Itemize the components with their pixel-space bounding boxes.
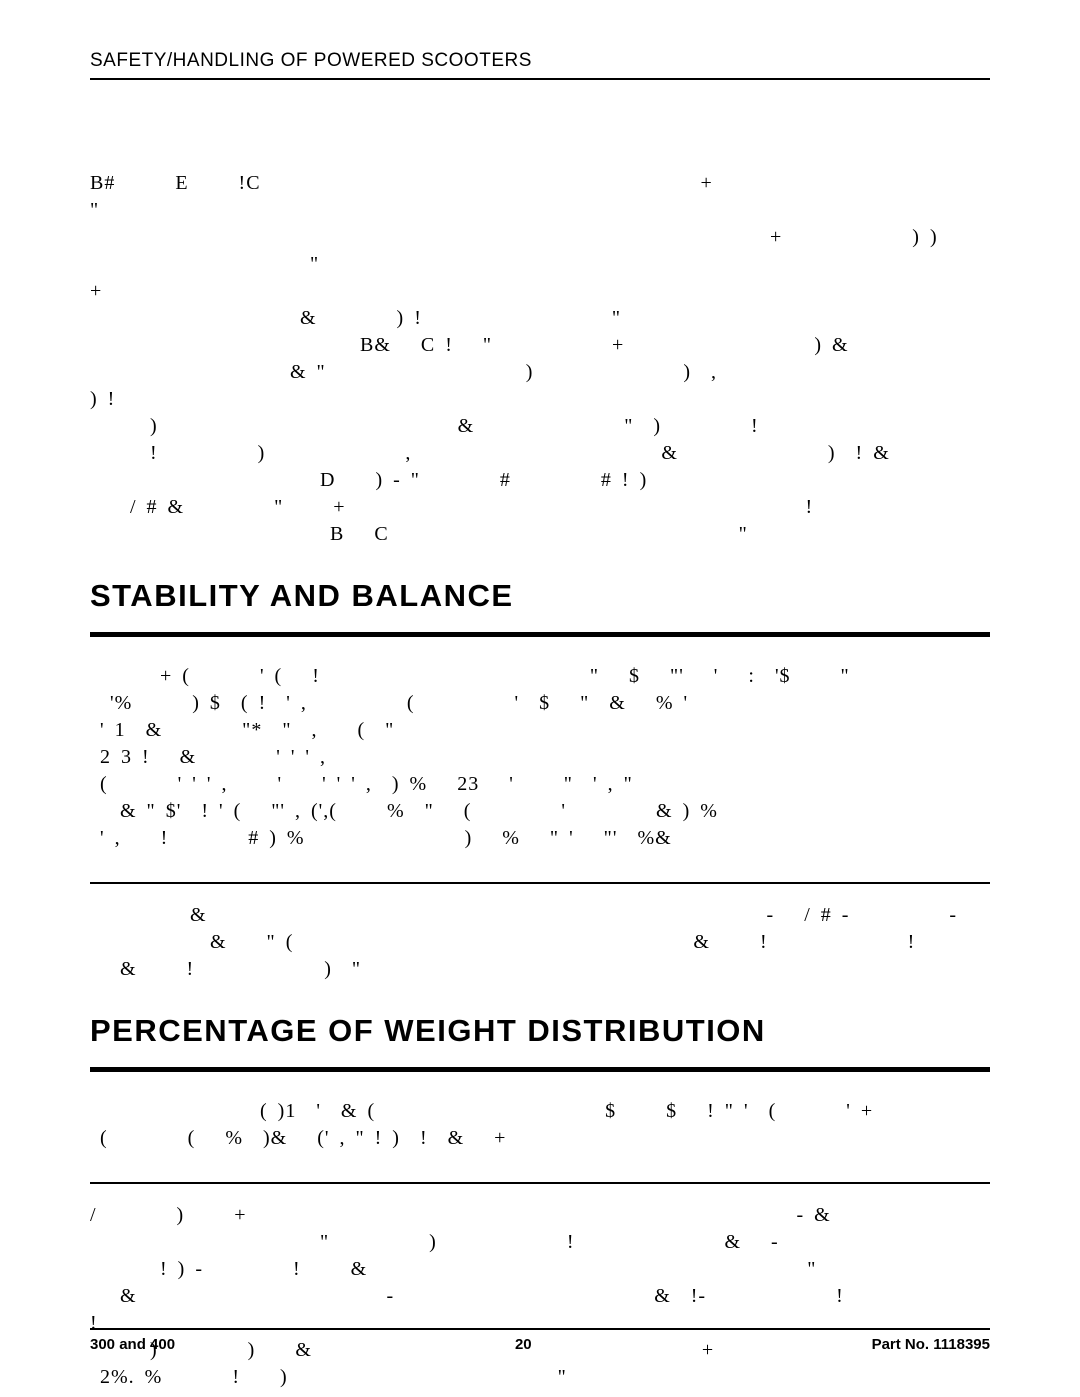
weight-block-b: / ) + - & " ) ! & - ! ) - ! & [90,1202,990,1391]
divider-1 [90,882,990,884]
stability-block-b: & - / # - - & " ( & ! ! & ! ) " [90,902,990,983]
footer-page-number: 20 [515,1336,532,1353]
footer-right: Part No. 1118395 [872,1336,990,1353]
stability-block-a: + ( ' ( ! " $ "' ' : '$ " '% ) $ ( ! ' ,… [90,663,990,852]
intro-text-block: B# E !C + " + ) ) [90,170,990,548]
heading-rule-2 [90,1067,990,1072]
heading-weight: PERCENTAGE OF WEIGHT DISTRIBUTION [90,1013,990,1049]
page-footer: 300 and 400 20 Part No. 1118395 [90,1328,990,1353]
weight-block-a: ( )1 ' & ( $ $ ! " ' ( ' + ( ( % )& (' ,… [90,1098,990,1152]
heading-stability: STABILITY AND BALANCE [90,578,990,614]
divider-2 [90,1182,990,1184]
page-header: SAFETY/HANDLING OF POWERED SCOOTERS [90,50,990,80]
header-title: SAFETY/HANDLING OF POWERED SCOOTERS [90,50,532,71]
footer-left: 300 and 400 [90,1336,175,1353]
heading-rule-1 [90,632,990,637]
